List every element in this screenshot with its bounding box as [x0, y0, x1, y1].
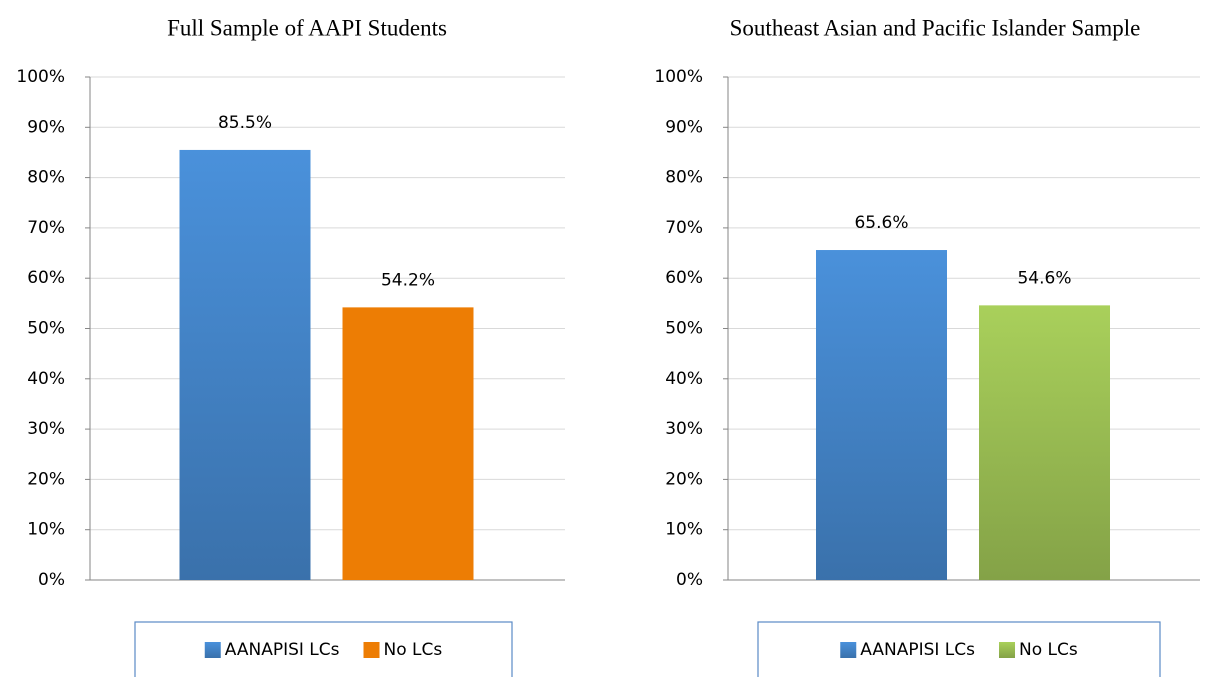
legend-box	[757, 621, 1161, 677]
y-tick-label: 40%	[27, 369, 65, 389]
legend: AANAPISI LCs No LCs	[204, 640, 443, 660]
y-tick-label: 30%	[665, 419, 703, 439]
y-tick-label: 10%	[665, 520, 703, 540]
legend: AANAPISI LCs No LCs	[840, 640, 1078, 660]
legend-label: AANAPISI LCs	[225, 640, 340, 660]
legend-marker	[204, 642, 221, 658]
y-tick-label: 60%	[665, 268, 703, 288]
bar	[179, 149, 311, 580]
y-tick-label: 100%	[654, 67, 703, 87]
value-label: 85.5%	[218, 113, 272, 133]
legend-marker	[999, 642, 1016, 658]
y-tick-label: 30%	[27, 419, 65, 439]
value-label: 54.6%	[1017, 268, 1071, 288]
y-tick-label: 20%	[665, 469, 703, 489]
legend-label: AANAPISI LCs	[860, 640, 975, 660]
y-tick-label: 70%	[665, 218, 703, 238]
y-tick-label: 0%	[676, 570, 703, 590]
y-tick-label: 20%	[27, 469, 65, 489]
y-tick-label: 10%	[27, 520, 65, 540]
y-tick-label: 80%	[665, 168, 703, 188]
y-tick-label: 70%	[27, 218, 65, 238]
y-tick-label: 50%	[665, 319, 703, 339]
legend-label: No LCs	[1019, 640, 1078, 660]
legend-marker	[363, 642, 380, 658]
y-tick-label: 40%	[665, 369, 703, 389]
legend-box	[134, 621, 513, 677]
y-tick-label: 60%	[27, 268, 65, 288]
y-tick-label: 90%	[27, 117, 65, 137]
y-tick-label: 80%	[27, 168, 65, 188]
bar	[342, 307, 474, 580]
value-label: 54.2%	[381, 270, 435, 290]
chart-title: Full Sample of AAPI Students	[167, 15, 447, 40]
bar	[979, 305, 1110, 580]
legend-label: No LCs	[384, 640, 443, 660]
y-tick-label: 0%	[38, 570, 65, 590]
y-tick-label: 90%	[665, 117, 703, 137]
chart-title: Southeast Asian and Pacific Islander Sam…	[730, 15, 1141, 40]
y-tick-label: 50%	[27, 319, 65, 339]
value-label: 65.6%	[854, 213, 908, 233]
bar	[816, 250, 947, 581]
legend-marker	[840, 642, 857, 658]
y-tick-label: 100%	[16, 67, 65, 87]
